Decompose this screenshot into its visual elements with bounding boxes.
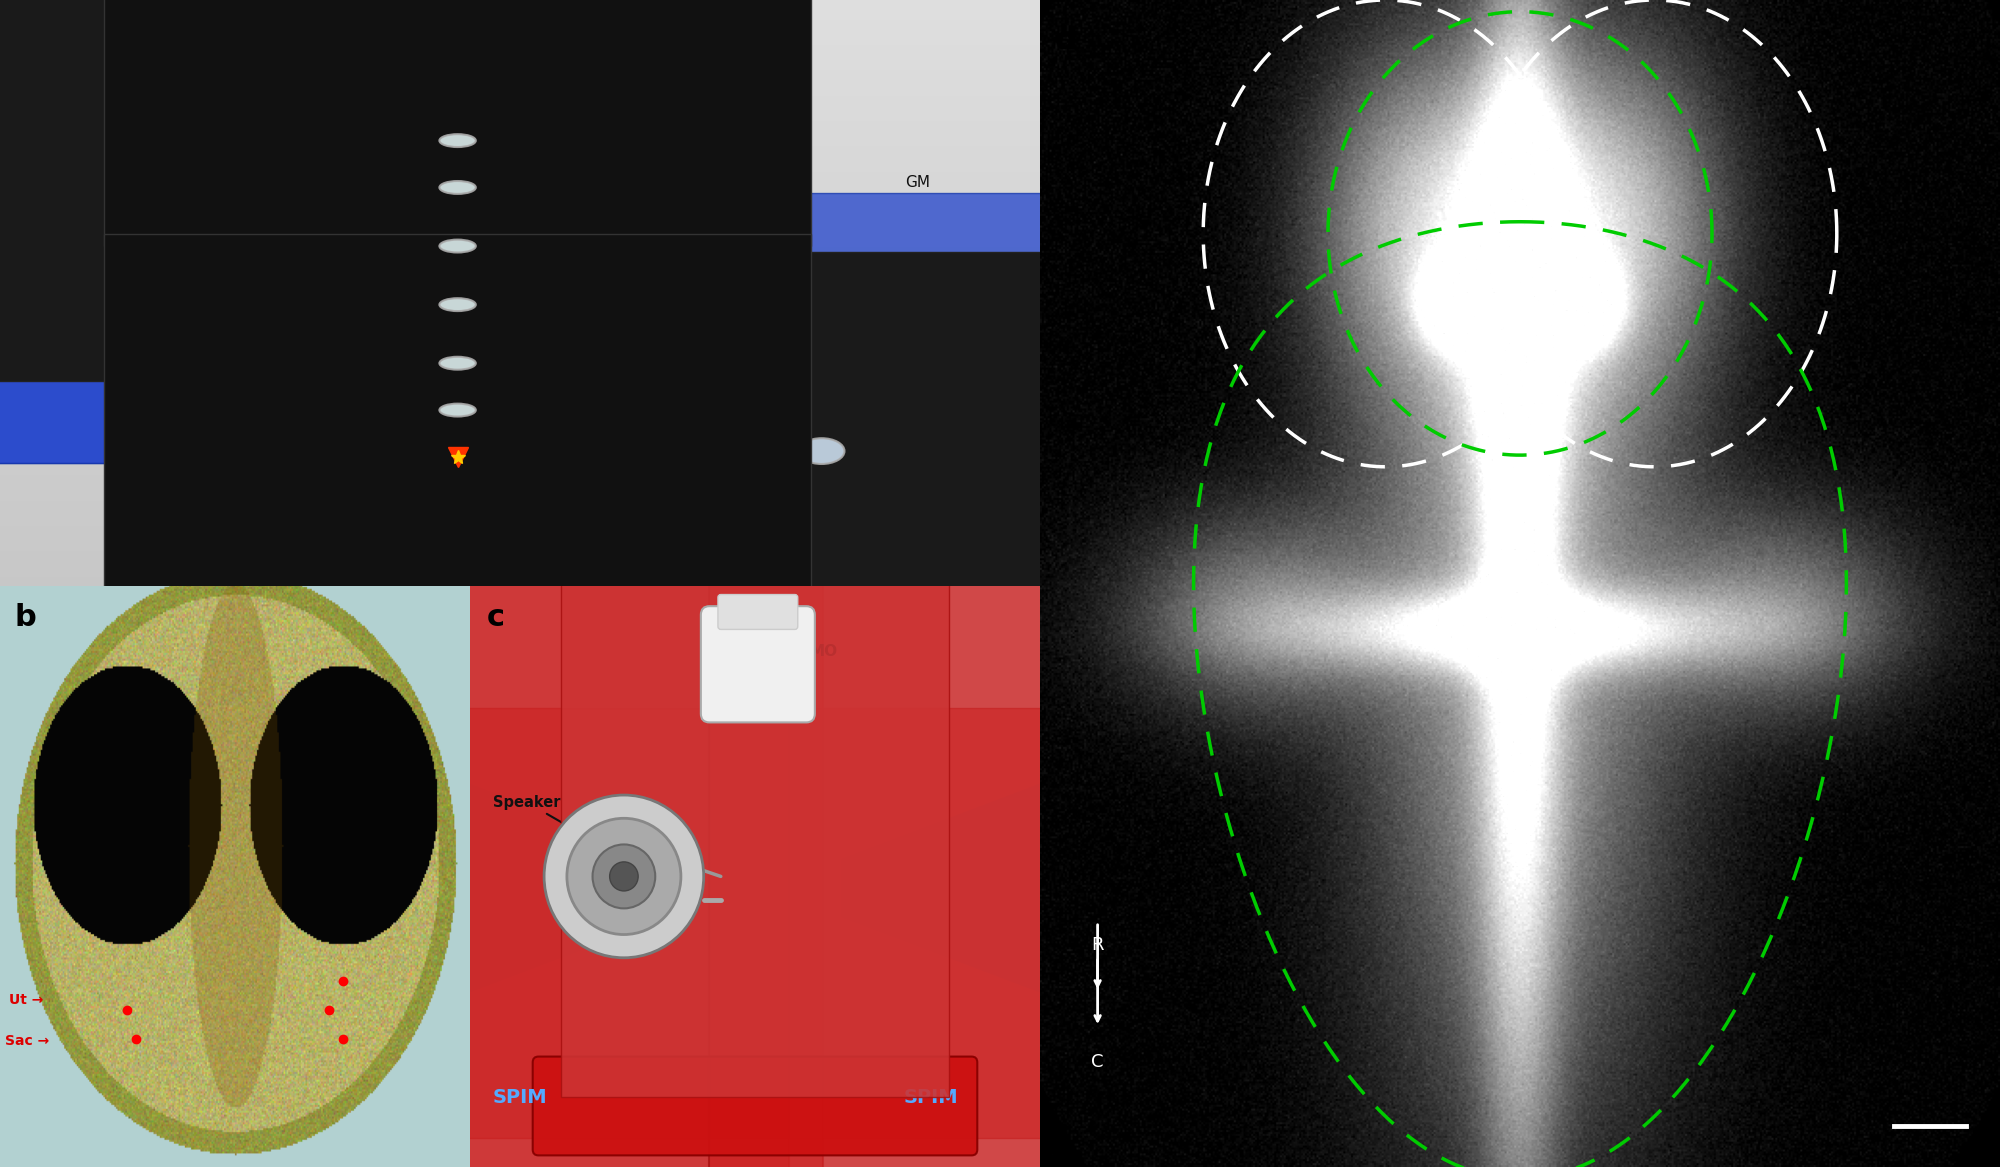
Circle shape <box>518 438 564 464</box>
Circle shape <box>798 438 844 464</box>
Polygon shape <box>840 783 1040 993</box>
FancyBboxPatch shape <box>604 252 1320 656</box>
FancyBboxPatch shape <box>436 457 824 1167</box>
FancyBboxPatch shape <box>562 457 948 1097</box>
Text: OT platform: OT platform <box>62 15 184 34</box>
Text: GM: GM <box>312 58 336 74</box>
FancyBboxPatch shape <box>28 226 76 259</box>
Text: Sac →: Sac → <box>4 1034 48 1048</box>
Ellipse shape <box>440 134 476 147</box>
Text: GM: GM <box>904 175 930 190</box>
FancyBboxPatch shape <box>374 194 1050 592</box>
Text: a: a <box>10 18 30 47</box>
Circle shape <box>566 818 680 935</box>
FancyBboxPatch shape <box>710 457 1120 1167</box>
Text: d: d <box>1054 26 1076 55</box>
FancyBboxPatch shape <box>0 64 458 463</box>
Ellipse shape <box>440 404 476 417</box>
Ellipse shape <box>440 357 476 370</box>
FancyBboxPatch shape <box>390 457 790 1167</box>
FancyBboxPatch shape <box>700 606 814 722</box>
Text: SPIM: SPIM <box>904 1088 958 1107</box>
Text: Fluorescence column: Fluorescence column <box>500 151 514 342</box>
FancyBboxPatch shape <box>104 0 812 246</box>
Text: SPIM: SPIM <box>492 1088 548 1107</box>
FancyBboxPatch shape <box>0 0 634 380</box>
Ellipse shape <box>440 299 476 312</box>
FancyBboxPatch shape <box>16 326 410 366</box>
Text: C: C <box>1092 1053 1104 1071</box>
Polygon shape <box>470 783 670 993</box>
FancyBboxPatch shape <box>870 397 928 435</box>
Text: b: b <box>14 603 36 633</box>
Ellipse shape <box>440 181 476 194</box>
Ellipse shape <box>440 239 476 252</box>
Circle shape <box>610 862 638 890</box>
Circle shape <box>544 795 704 958</box>
FancyBboxPatch shape <box>104 235 812 644</box>
Text: Ut →: Ut → <box>10 993 44 1007</box>
Text: Speaker: Speaker <box>492 795 630 862</box>
Circle shape <box>612 438 658 464</box>
FancyBboxPatch shape <box>308 145 356 177</box>
Text: MO: MO <box>810 643 838 658</box>
FancyBboxPatch shape <box>6 208 410 343</box>
FancyBboxPatch shape <box>0 64 562 463</box>
Text: R: R <box>1092 936 1104 955</box>
FancyBboxPatch shape <box>718 594 798 629</box>
FancyBboxPatch shape <box>474 471 1024 506</box>
FancyBboxPatch shape <box>414 708 1096 1138</box>
FancyBboxPatch shape <box>532 1056 978 1155</box>
Text: c: c <box>488 603 506 633</box>
Circle shape <box>706 438 750 464</box>
Text: SPIM platform: SPIM platform <box>624 85 768 104</box>
Text: GM: GM <box>10 152 36 167</box>
FancyBboxPatch shape <box>462 314 1024 483</box>
Circle shape <box>592 845 656 908</box>
FancyBboxPatch shape <box>372 232 420 265</box>
